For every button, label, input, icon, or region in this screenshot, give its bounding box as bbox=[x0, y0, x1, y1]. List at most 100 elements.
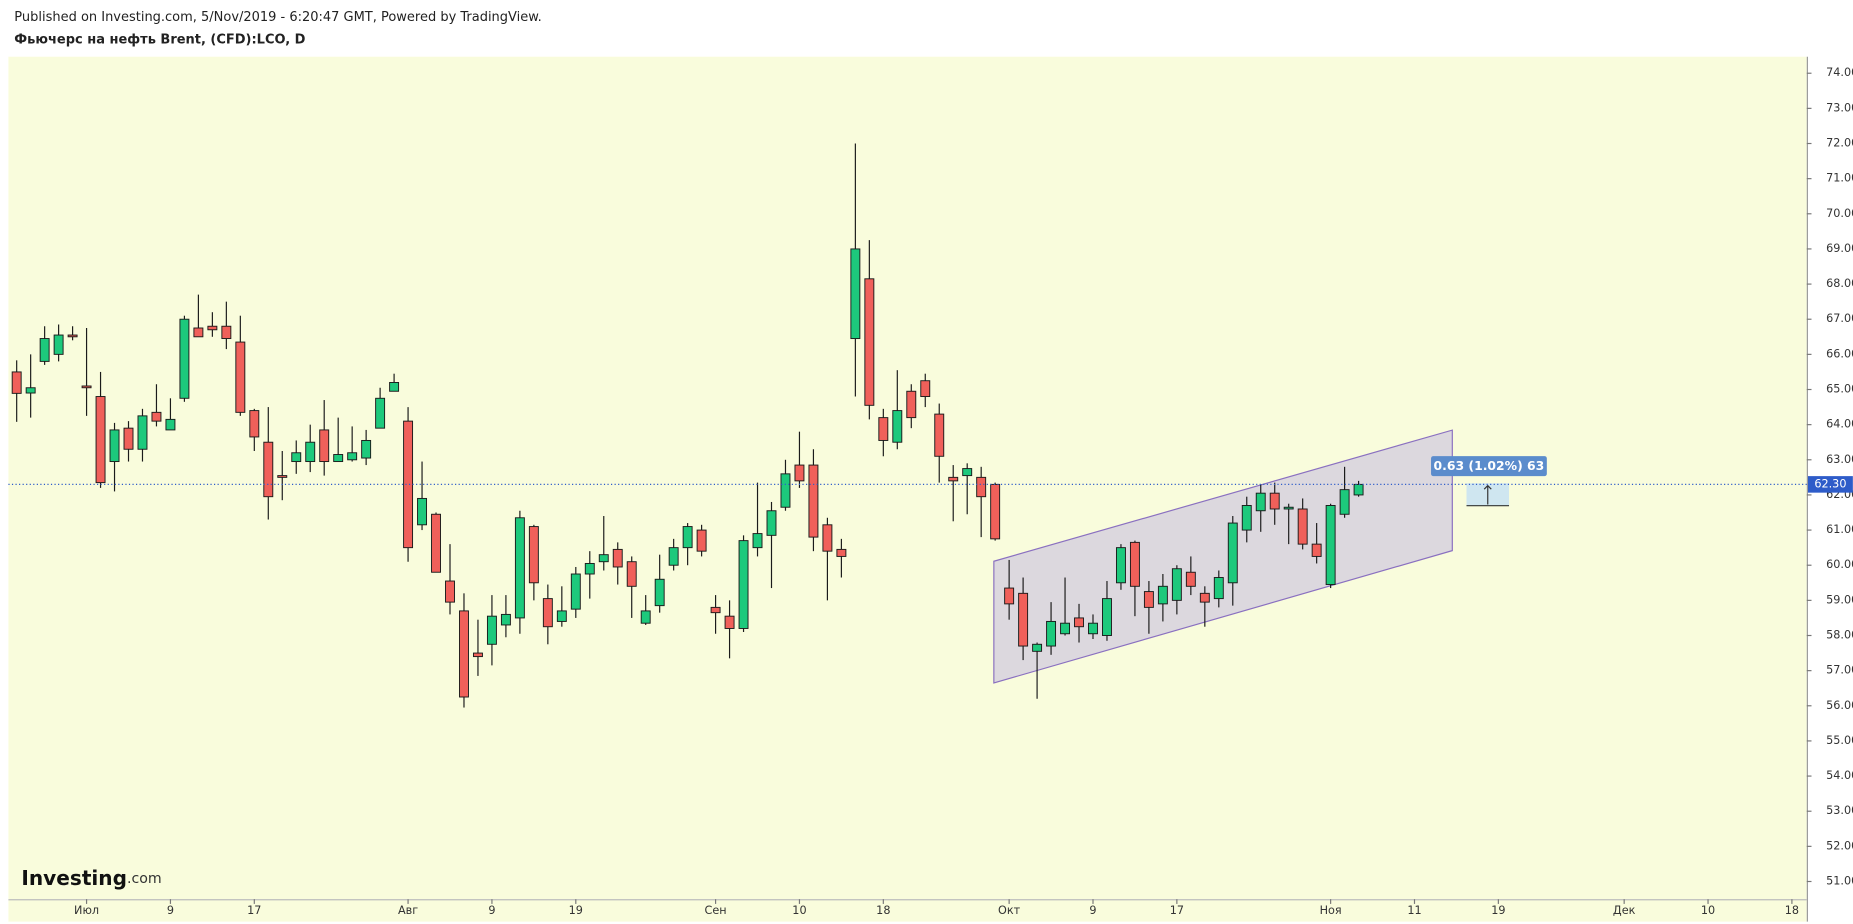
candle-body bbox=[263, 441, 274, 498]
candle-body bbox=[808, 464, 819, 538]
candle-body bbox=[277, 475, 288, 478]
y-tick-label: 66.00 bbox=[1826, 347, 1853, 360]
candle-body bbox=[291, 452, 302, 463]
candle-body bbox=[486, 615, 497, 645]
candle-body bbox=[934, 413, 945, 457]
candle-body bbox=[528, 526, 539, 584]
candle-body bbox=[878, 417, 889, 441]
candle-body bbox=[766, 510, 777, 536]
y-tick-label: 58.00 bbox=[1826, 629, 1853, 642]
x-tick-label: Окт bbox=[998, 904, 1021, 917]
candle-body bbox=[179, 318, 190, 399]
candle-body bbox=[948, 476, 959, 482]
y-tick-label: 53.00 bbox=[1826, 804, 1853, 817]
x-tick-label: Дек bbox=[1613, 904, 1636, 917]
candle-body bbox=[151, 411, 162, 422]
candle-body bbox=[962, 468, 973, 477]
candle-body bbox=[417, 497, 428, 526]
candle-body bbox=[1171, 568, 1182, 601]
candle-body bbox=[822, 524, 833, 552]
x-tick-label: Июл bbox=[74, 904, 99, 917]
candle-body bbox=[361, 439, 372, 459]
candle-body bbox=[39, 338, 50, 362]
candle-body bbox=[738, 540, 749, 629]
y-tick-label: 73.00 bbox=[1826, 101, 1853, 114]
candle-body bbox=[333, 454, 344, 463]
candle-body bbox=[347, 452, 358, 461]
candle-body bbox=[1311, 543, 1322, 557]
candle-body bbox=[1115, 547, 1126, 584]
candle-body bbox=[1046, 620, 1057, 647]
candle-body bbox=[319, 429, 330, 463]
candle-body bbox=[1102, 598, 1112, 636]
y-tick-label: 61.00 bbox=[1826, 523, 1853, 536]
candle-body bbox=[1060, 622, 1071, 635]
x-tick-label: Авг bbox=[398, 904, 418, 917]
candle-body bbox=[710, 606, 721, 614]
y-tick-label: 59.00 bbox=[1826, 593, 1853, 606]
y-tick-label: 52.00 bbox=[1826, 839, 1853, 852]
y-tick-label: 54.00 bbox=[1826, 769, 1853, 782]
candle-body bbox=[1339, 489, 1350, 515]
x-tick-label: 19 bbox=[1491, 904, 1505, 917]
x-tick-label: 17 bbox=[247, 904, 261, 917]
x-tick-label: 10 bbox=[1701, 904, 1715, 917]
x-tick-label: 19 bbox=[569, 904, 583, 917]
candle-body bbox=[67, 334, 78, 338]
symbol-title: Фьючерс на нефть Brent, (CFD):LCO, D bbox=[14, 33, 305, 48]
y-tick-label: 72.00 bbox=[1826, 137, 1853, 150]
candle-body bbox=[752, 533, 763, 549]
candle-body bbox=[556, 610, 567, 622]
x-tick-label: 10 bbox=[792, 904, 806, 917]
candle-body bbox=[459, 610, 469, 698]
measure-label: 0.63 (1.02%) 63 bbox=[1434, 458, 1545, 473]
candle-body bbox=[193, 327, 204, 338]
candle-body bbox=[1297, 508, 1308, 545]
candle-body bbox=[990, 483, 1001, 540]
x-tick-label: Сен bbox=[705, 904, 727, 917]
y-tick-label: 60.00 bbox=[1826, 558, 1853, 571]
candle-body bbox=[81, 385, 92, 389]
candle-body bbox=[431, 513, 441, 573]
watermark: Investing.com bbox=[21, 866, 161, 890]
candle-body bbox=[25, 387, 36, 394]
measure-arrow bbox=[1483, 484, 1492, 505]
candle-body bbox=[389, 382, 400, 392]
y-tick-label: 56.00 bbox=[1826, 699, 1853, 712]
candle-body bbox=[137, 415, 148, 450]
candle-body bbox=[696, 529, 707, 552]
y-tick-label: 71.00 bbox=[1826, 172, 1853, 185]
x-axis-background bbox=[8, 899, 1807, 922]
x-tick-label: 17 bbox=[1170, 904, 1184, 917]
y-tick-label: 63.00 bbox=[1826, 453, 1853, 466]
candle-body bbox=[165, 418, 176, 431]
x-tick-label: 9 bbox=[167, 904, 174, 917]
x-tick-label: 11 bbox=[1407, 904, 1421, 917]
candle-body bbox=[1032, 643, 1043, 652]
y-tick-label: 51.00 bbox=[1826, 874, 1853, 887]
y-tick-label: 69.00 bbox=[1826, 242, 1853, 255]
candle-body bbox=[1283, 506, 1294, 510]
candle-body bbox=[542, 598, 553, 628]
candle-body bbox=[1269, 492, 1280, 510]
candle-body bbox=[1018, 592, 1029, 647]
x-tick-label: 18 bbox=[1785, 904, 1799, 917]
candle-body bbox=[221, 325, 232, 340]
candle-body bbox=[682, 526, 693, 549]
candle-body bbox=[1241, 505, 1252, 531]
candle-body bbox=[906, 390, 917, 419]
candle-body bbox=[1074, 617, 1084, 628]
candle-body bbox=[794, 464, 805, 482]
candle-body bbox=[598, 554, 609, 563]
candle-body bbox=[207, 325, 218, 331]
candle-body bbox=[1088, 622, 1098, 635]
y-tick-label: 74.00 bbox=[1826, 66, 1853, 79]
candle-body bbox=[1227, 522, 1238, 584]
x-tick-label: Ноя bbox=[1320, 904, 1342, 917]
candle-body bbox=[1129, 541, 1140, 587]
candle-body bbox=[95, 396, 106, 484]
candle-body bbox=[780, 473, 791, 508]
watermark-main: Investing bbox=[21, 866, 127, 890]
candle-body bbox=[109, 429, 120, 463]
